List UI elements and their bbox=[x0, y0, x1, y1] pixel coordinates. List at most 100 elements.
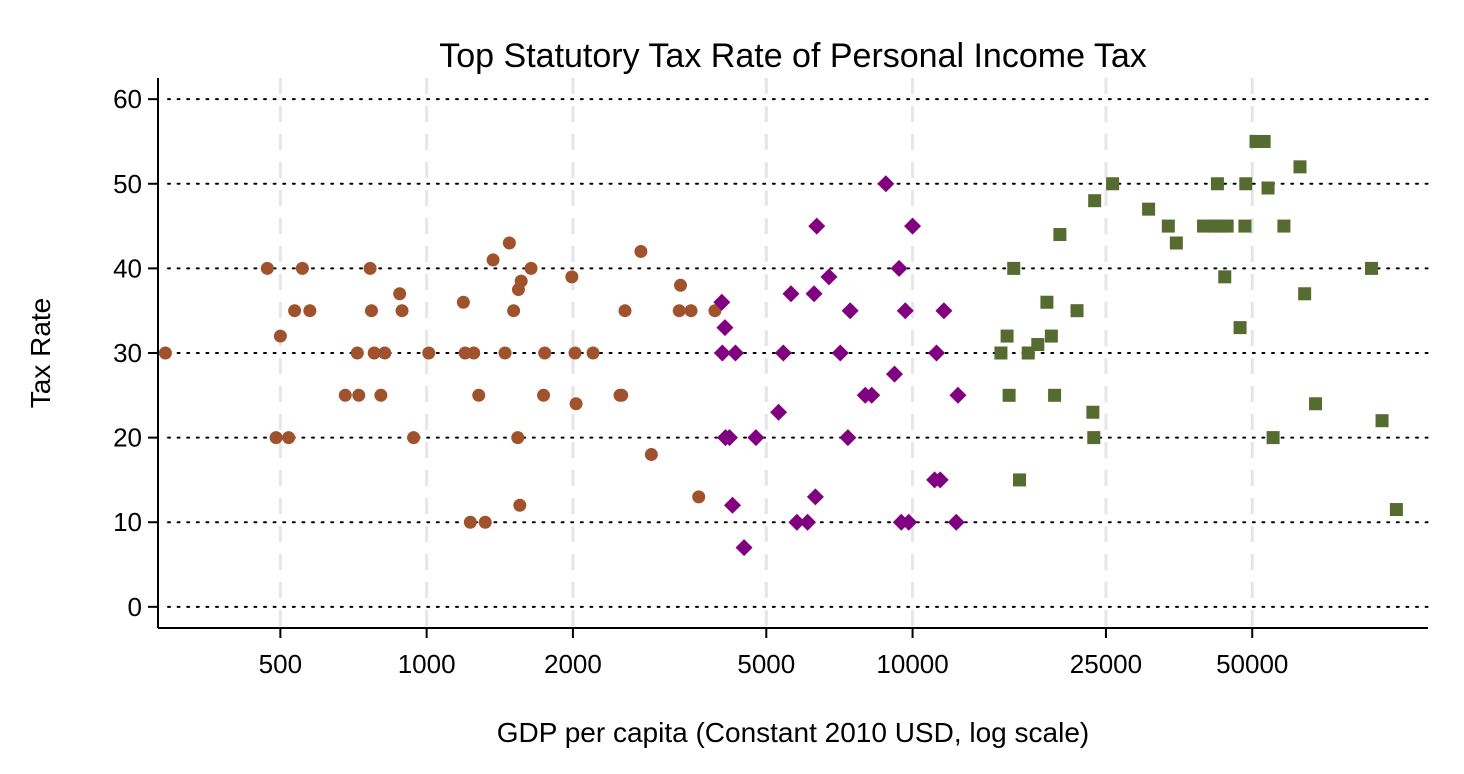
x-tick-label: 25000 bbox=[1070, 649, 1142, 679]
data-point-diamond bbox=[927, 344, 945, 362]
data-point-circle bbox=[569, 397, 583, 411]
data-point-diamond bbox=[935, 302, 953, 320]
data-point-diamond bbox=[713, 344, 731, 362]
data-point-square bbox=[1266, 431, 1280, 445]
data-point-square bbox=[1013, 473, 1027, 487]
data-point-diamond bbox=[841, 302, 859, 320]
data-point-square bbox=[1002, 388, 1016, 402]
grid-lines bbox=[167, 78, 1429, 628]
data-point-circle bbox=[273, 329, 287, 343]
data-point-square bbox=[1298, 287, 1312, 301]
data-point-diamond bbox=[886, 365, 904, 383]
data-point-square bbox=[1007, 261, 1021, 275]
data-point-circle bbox=[674, 278, 688, 292]
data-point-circle bbox=[364, 304, 378, 318]
data-point-circle bbox=[486, 253, 500, 267]
chart-title: Top Statutory Tax Rate of Personal Incom… bbox=[439, 37, 1146, 75]
data-point-square bbox=[1293, 160, 1307, 174]
data-point-circle bbox=[467, 346, 481, 360]
data-point-square bbox=[1261, 181, 1275, 195]
data-point-circle bbox=[565, 270, 579, 284]
data-point-circle bbox=[538, 346, 552, 360]
x-tick-label: 500 bbox=[259, 649, 302, 679]
data-point-circle bbox=[260, 261, 274, 275]
data-point-circle bbox=[463, 515, 477, 529]
data-point-diamond bbox=[890, 259, 908, 277]
data-point-square bbox=[1087, 431, 1101, 445]
data-point-square bbox=[1375, 414, 1389, 428]
data-point-diamond bbox=[831, 344, 849, 362]
data-point-diamond bbox=[877, 175, 895, 193]
data-point-square bbox=[1161, 219, 1175, 233]
data-point-circle bbox=[644, 448, 658, 462]
data-point-diamond bbox=[774, 344, 792, 362]
data-point-circle bbox=[422, 346, 436, 360]
data-point-square bbox=[1044, 329, 1058, 343]
y-tick-label: 60 bbox=[113, 84, 142, 114]
data-point-circle bbox=[367, 346, 381, 360]
data-point-square bbox=[1106, 177, 1120, 191]
data-point-circle bbox=[407, 431, 421, 445]
data-point-diamond bbox=[806, 488, 824, 506]
data-point-diamond bbox=[947, 513, 965, 531]
data-point-circle bbox=[708, 304, 722, 318]
data-point-circle bbox=[618, 304, 632, 318]
data-point-diamond bbox=[713, 293, 731, 311]
data-point-square bbox=[1233, 321, 1247, 335]
data-point-square bbox=[1040, 295, 1054, 309]
data-point-circle bbox=[514, 274, 528, 288]
data-point-circle bbox=[295, 261, 309, 275]
data-point-circle bbox=[378, 346, 392, 360]
data-point-circle bbox=[507, 304, 521, 318]
data-point-circle bbox=[537, 388, 551, 402]
y-tick-label: 40 bbox=[113, 253, 142, 283]
data-point-circle bbox=[303, 304, 317, 318]
data-point-diamond bbox=[735, 539, 753, 557]
data-point-diamond bbox=[782, 285, 800, 303]
data-point-circle bbox=[502, 236, 516, 250]
data-point-square bbox=[1053, 228, 1067, 242]
data-point-circle bbox=[288, 304, 302, 318]
data-point-diamond bbox=[904, 217, 922, 235]
data-point-diamond bbox=[723, 496, 741, 514]
data-point-circle bbox=[586, 346, 600, 360]
data-point-diamond bbox=[720, 429, 738, 447]
data-points bbox=[158, 134, 1403, 557]
data-point-diamond bbox=[805, 285, 823, 303]
y-tick-label: 10 bbox=[113, 507, 142, 537]
data-point-square bbox=[1238, 219, 1252, 233]
axes bbox=[148, 78, 1428, 638]
data-point-diamond bbox=[808, 217, 826, 235]
x-tick-label: 50000 bbox=[1216, 649, 1288, 679]
data-point-square bbox=[1218, 270, 1232, 284]
data-point-diamond bbox=[896, 302, 914, 320]
y-axis-label: Tax Rate bbox=[25, 298, 56, 409]
data-point-circle bbox=[393, 287, 407, 301]
data-point-square bbox=[1210, 177, 1224, 191]
data-point-square bbox=[1070, 304, 1084, 318]
data-point-circle bbox=[498, 346, 512, 360]
data-point-square bbox=[1088, 194, 1102, 208]
data-point-square bbox=[1389, 503, 1403, 517]
data-point-diamond bbox=[839, 429, 857, 447]
data-point-diamond bbox=[931, 471, 949, 489]
data-point-square bbox=[1169, 236, 1183, 250]
data-point-circle bbox=[352, 388, 366, 402]
y-tick-label: 20 bbox=[113, 423, 142, 453]
data-point-diamond bbox=[949, 386, 967, 404]
data-point-square bbox=[1142, 202, 1156, 216]
x-axis-label: GDP per capita (Constant 2010 USD, log s… bbox=[497, 717, 1089, 748]
data-point-circle bbox=[472, 388, 486, 402]
data-point-square bbox=[1197, 219, 1211, 233]
y-tick-label: 50 bbox=[113, 169, 142, 199]
data-point-circle bbox=[478, 515, 492, 529]
data-point-circle bbox=[615, 388, 629, 402]
data-point-circle bbox=[692, 490, 706, 504]
y-tick-label: 0 bbox=[128, 592, 142, 622]
data-point-circle bbox=[684, 304, 698, 318]
data-point-diamond bbox=[863, 386, 881, 404]
data-point-circle bbox=[456, 295, 470, 309]
data-point-diamond bbox=[900, 513, 918, 531]
data-point-circle bbox=[350, 346, 364, 360]
